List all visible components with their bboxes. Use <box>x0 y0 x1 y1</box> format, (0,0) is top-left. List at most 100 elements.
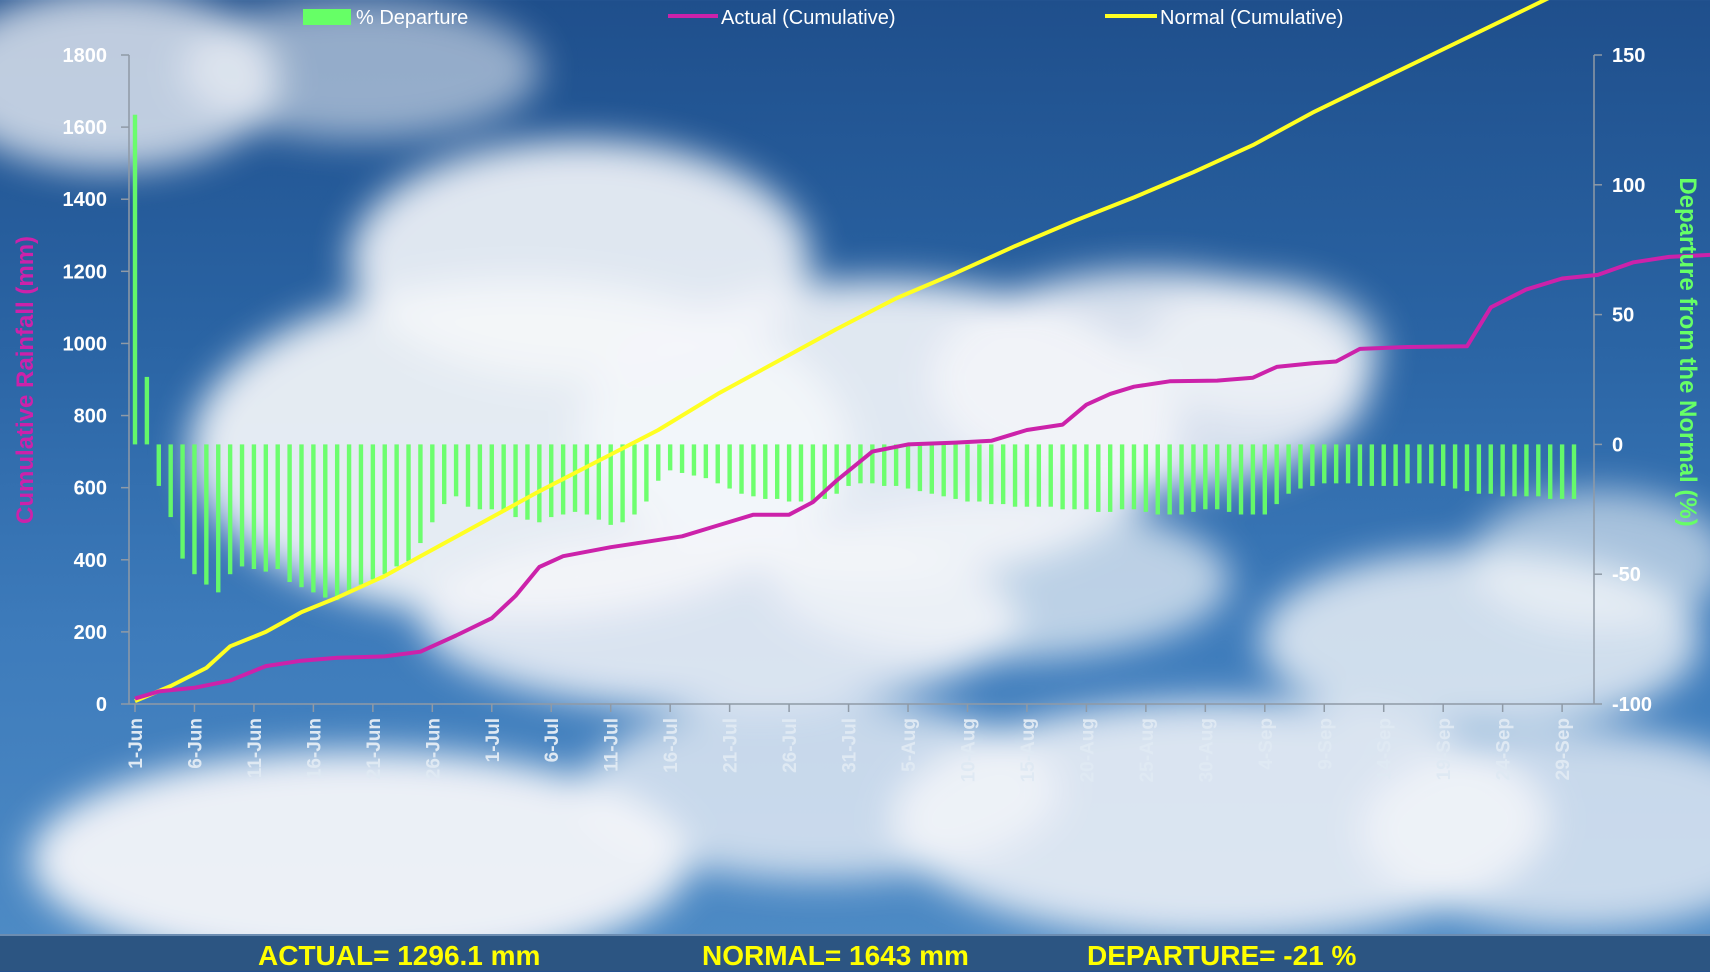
x-tick-label: 16-Jun <box>304 718 325 779</box>
departure-bar <box>1298 444 1303 489</box>
x-axis-ticks: 1-Jun 6-Jun 11-Jun 16-Jun 21-Jun 26-Jun 1-Jul 6… <box>126 704 1574 782</box>
departure-bar <box>144 376 150 445</box>
departure-bar <box>227 444 233 575</box>
departure-bar <box>1048 444 1053 507</box>
departure-bar <box>810 444 816 502</box>
right-tick-label: -100 <box>1612 694 1652 716</box>
departure-bar <box>858 444 863 484</box>
departure-bars <box>132 114 1577 601</box>
x-tick-label: 19-Sep <box>1434 718 1455 780</box>
departure-bar <box>1548 444 1553 499</box>
x-tick-label: 10-Aug <box>958 718 979 782</box>
departure-bar <box>798 444 804 502</box>
departure-bar <box>1286 444 1291 494</box>
departure-bar <box>1524 444 1529 497</box>
departure-bar <box>513 444 518 518</box>
departure-bar <box>786 444 792 502</box>
departure-bar <box>1488 444 1493 494</box>
legend-label-normal: Normal (Cumulative) <box>1160 7 1343 29</box>
departure-bar <box>751 444 756 497</box>
departure-bar <box>656 444 661 481</box>
departure-bar <box>334 444 340 601</box>
departure-bar <box>596 444 602 520</box>
x-tick-label: 6-Jun <box>185 718 206 769</box>
departure-bar <box>1405 444 1410 484</box>
departure-bar <box>739 444 744 494</box>
departure-bar <box>1310 444 1315 486</box>
departure-bar <box>1000 444 1006 505</box>
departure-bar <box>1096 444 1101 512</box>
departure-bar <box>1417 444 1422 484</box>
departure-bar <box>632 444 637 515</box>
departure-bar <box>1274 444 1279 505</box>
departure-bar <box>917 444 923 492</box>
departure-bar <box>406 444 411 562</box>
departure-bar <box>1369 444 1375 486</box>
right-tick-label: -50 <box>1612 564 1641 586</box>
departure-bar <box>763 444 768 499</box>
departure-bar <box>239 444 245 567</box>
departure-bar <box>965 444 970 502</box>
departure-bar <box>1238 444 1244 515</box>
departure-bar <box>501 444 506 512</box>
departure-bar <box>465 444 471 507</box>
left-tick-label: 1800 <box>63 45 108 67</box>
x-tick-label: 4-Sep <box>1256 718 1277 770</box>
departure-bar <box>430 444 435 523</box>
departure-bar <box>1036 444 1042 507</box>
departure-bar <box>204 444 209 585</box>
departure-bar <box>905 444 911 489</box>
departure-bar <box>870 444 875 484</box>
x-tick-label: 14-Sep <box>1375 718 1396 780</box>
sky-background <box>0 0 1710 934</box>
summary-footer: ACTUAL= 1296.1 mm NORMAL= 1643 mm DEPART… <box>0 934 1710 971</box>
right-tick-label: 150 <box>1612 45 1645 67</box>
actual-total: ACTUAL= 1296.1 mm <box>258 940 541 971</box>
departure-bar <box>774 444 780 499</box>
departure-bar <box>1464 444 1470 492</box>
departure-bar <box>667 444 673 471</box>
left-axis-title: Cumulative Rainfall (mm) <box>12 236 39 524</box>
departure-bar <box>346 444 352 593</box>
left-tick-label: 0 <box>96 694 107 716</box>
departure-bar <box>1191 444 1196 512</box>
departure-bar <box>620 444 625 523</box>
left-tick-label: 1000 <box>63 333 108 355</box>
x-tick-label: 11-Jun <box>245 718 266 778</box>
departure-bar <box>287 444 292 582</box>
left-tick-label: 1200 <box>63 261 108 283</box>
departure-bar <box>156 444 161 486</box>
legend-label-actual: Actual (Cumulative) <box>721 7 896 29</box>
departure-bar <box>168 444 173 518</box>
rainfall-chart: % Departure Actual (Cumulative) Normal (… <box>12 0 1710 782</box>
departure-bar <box>192 444 197 575</box>
x-tick-label: 29-Sep <box>1553 718 1574 780</box>
x-tick-label: 26-Jun <box>423 718 444 779</box>
departure-bar <box>989 444 994 505</box>
actual-cumulative-line <box>134 252 1710 701</box>
departure-bar <box>525 444 530 520</box>
departure-bar <box>1012 444 1018 507</box>
departure-bar <box>1333 444 1339 484</box>
x-tick-label: 5-Aug <box>899 718 920 772</box>
departure-bar <box>180 444 185 559</box>
departure-bar <box>1131 444 1137 510</box>
departure-bar <box>691 444 697 476</box>
legend-label-departure: % Departure <box>356 7 468 29</box>
departure-bar <box>1512 444 1517 497</box>
left-axis-ticks: 0 200 400 600 800 1000 1200 1400 1600 1800 <box>63 45 129 716</box>
right-axis-ticks: -100 -50 0 50 100 150 <box>1594 45 1652 716</box>
departure-bar <box>1452 444 1458 489</box>
departure-bar <box>1119 444 1125 510</box>
right-tick-label: 50 <box>1612 305 1634 327</box>
departure-bar <box>1084 444 1089 510</box>
right-tick-label: 100 <box>1612 175 1645 197</box>
normal-total: NORMAL= 1643 mm <box>702 940 969 971</box>
departure-bar <box>311 444 316 593</box>
departure-bar <box>1345 444 1351 484</box>
departure-bar <box>1500 444 1505 497</box>
left-tick-label: 800 <box>74 406 107 428</box>
departure-bar <box>132 114 138 445</box>
legend-swatch-departure <box>303 9 351 25</box>
departure-bar <box>1179 444 1184 515</box>
